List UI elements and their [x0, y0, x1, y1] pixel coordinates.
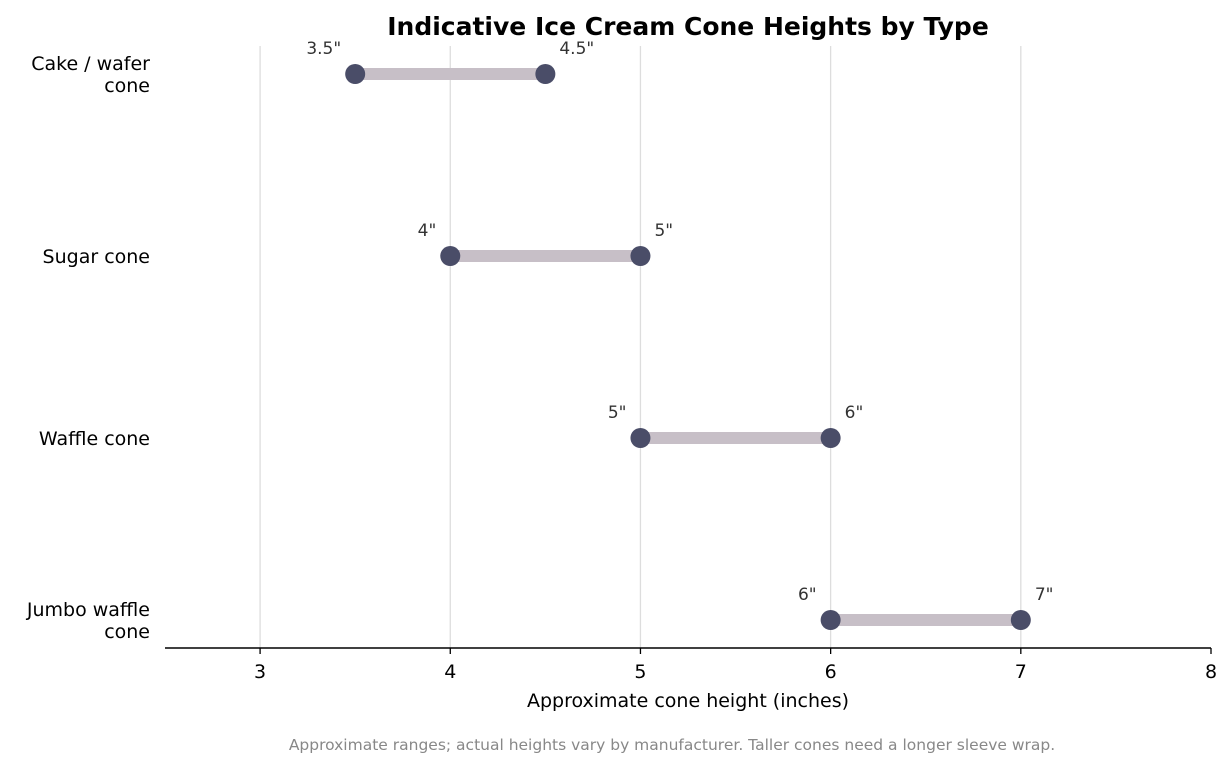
x-tick-label: 5: [634, 661, 646, 683]
x-axis-ticks: 3 4 5 6 7 8: [254, 648, 1217, 683]
category-label: cone: [104, 75, 150, 97]
range-dots: [345, 64, 1031, 630]
low-value-label: 3.5": [306, 39, 341, 59]
low-dot: [630, 428, 651, 448]
grid: [259, 46, 1022, 648]
range-bars: [355, 68, 1021, 626]
low-dot: [820, 610, 841, 630]
low-value-label: 5": [608, 403, 627, 423]
x-tick-label: 8: [1205, 661, 1217, 683]
high-value-label: 6": [845, 403, 864, 423]
high-dot: [630, 246, 651, 266]
low-dot: [345, 64, 366, 84]
footnote: Approximate ranges; actual heights vary …: [289, 736, 1055, 754]
category-label: Sugar cone: [43, 246, 150, 268]
chart-title: Indicative Ice Cream Cone Heights by Typ…: [387, 12, 989, 41]
low-dot: [440, 246, 461, 266]
x-tick-label: 6: [825, 661, 837, 683]
x-axis-label: Approximate cone height (inches): [527, 690, 849, 712]
high-dot: [820, 428, 841, 448]
x-tick-label: 4: [444, 661, 456, 683]
category-label: Waffle cone: [39, 428, 150, 450]
category-label: Cake / wafer: [31, 53, 150, 75]
value-labels: 3.5" 4.5" 4" 5" 5" 6" 6" 7": [306, 39, 1053, 605]
low-value-label: 6": [798, 585, 817, 605]
x-tick-label: 7: [1015, 661, 1027, 683]
high-value-label: 7": [1035, 585, 1054, 605]
x-tick-label: 3: [254, 661, 266, 683]
category-label: Jumbo waffle: [26, 599, 150, 621]
high-value-label: 5": [654, 221, 673, 241]
high-dot: [1010, 610, 1031, 630]
category-label: cone: [104, 621, 150, 643]
high-dot: [535, 64, 556, 84]
high-value-label: 4.5": [559, 39, 594, 59]
low-value-label: 4": [418, 221, 437, 241]
